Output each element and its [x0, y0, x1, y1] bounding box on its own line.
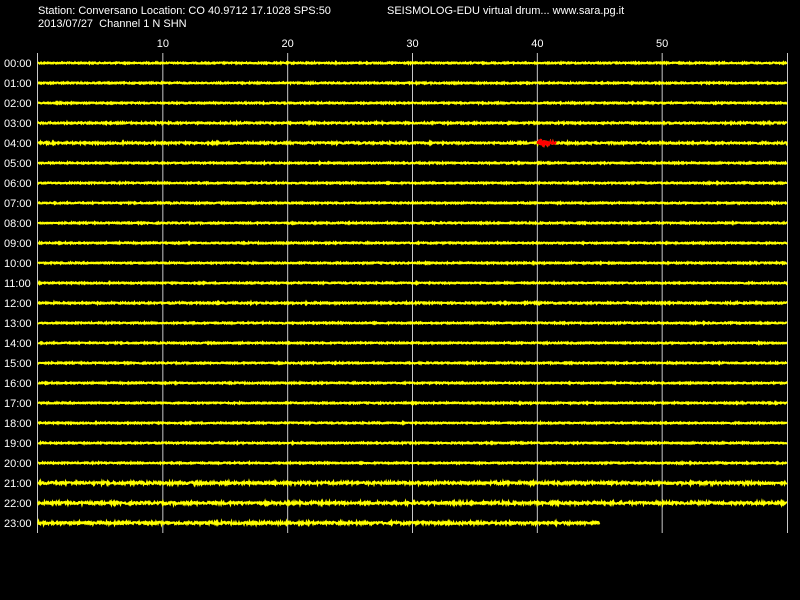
row-time-label: 02:00: [4, 98, 32, 110]
row-time-label: 12:00: [4, 298, 32, 310]
row-time-label: 13:00: [4, 318, 32, 330]
trace-row: [37, 79, 788, 87]
row-time-label: 05:00: [4, 158, 32, 170]
row-time-label: 09:00: [4, 238, 32, 250]
x-tick-label: 40: [531, 38, 543, 50]
trace-row: [37, 399, 788, 407]
row-time-label: 22:00: [4, 498, 32, 510]
trace-row: [37, 359, 788, 367]
trace-row: [37, 219, 788, 227]
row-time-label: 10:00: [4, 258, 32, 270]
trace-row: [37, 199, 788, 207]
row-time-label: 19:00: [4, 438, 32, 450]
x-tick-label: 20: [282, 38, 294, 50]
trace-row: [37, 379, 788, 387]
trace-row: [37, 159, 788, 167]
row-time-label: 00:00: [4, 58, 32, 70]
row-time-label: 20:00: [4, 458, 32, 470]
row-time-label: 18:00: [4, 418, 32, 430]
row-time-label: 17:00: [4, 398, 32, 410]
trace-row: [37, 179, 788, 187]
row-time-label: 04:00: [4, 138, 32, 150]
row-time-label: 23:00: [4, 518, 32, 530]
row-time-label: 21:00: [4, 478, 32, 490]
x-tick-label: 30: [406, 38, 418, 50]
row-time-label: 08:00: [4, 218, 32, 230]
x-tick-label: 10: [157, 38, 169, 50]
row-time-label: 01:00: [4, 78, 32, 90]
trace-row: [37, 259, 787, 267]
trace-row: [37, 59, 788, 67]
trace-row: [37, 498, 787, 509]
trace-row: [37, 459, 788, 467]
trace-row: [37, 419, 788, 427]
row-time-label: 06:00: [4, 178, 32, 190]
row-time-label: 16:00: [4, 378, 32, 390]
x-tick-label: 50: [656, 38, 668, 50]
row-time-label: 11:00: [4, 278, 31, 290]
trace-row: [37, 319, 788, 327]
trace-row: [37, 100, 788, 106]
trace-row: [37, 239, 788, 247]
trace-row: [37, 119, 788, 127]
event-signal: [536, 138, 557, 148]
trace-row: [37, 299, 788, 307]
row-time-label: 15:00: [4, 358, 32, 370]
trace-row: [37, 518, 601, 528]
trace-row: [37, 478, 788, 489]
date-channel-info: 2013/07/27 Channel 1 N SHN: [38, 18, 187, 30]
row-time-label: 03:00: [4, 118, 32, 130]
trace-row: [37, 439, 788, 447]
row-time-label: 07:00: [4, 198, 32, 210]
trace-row: [37, 339, 788, 347]
row-time-label: 14:00: [4, 338, 32, 350]
trace-row: [37, 279, 788, 287]
trace-row: [37, 138, 788, 148]
brand-text: SEISMOLOG-EDU virtual drum... www.sara.p…: [387, 5, 625, 17]
station-info: Station: Conversano Location: CO 40.9712…: [38, 5, 331, 17]
